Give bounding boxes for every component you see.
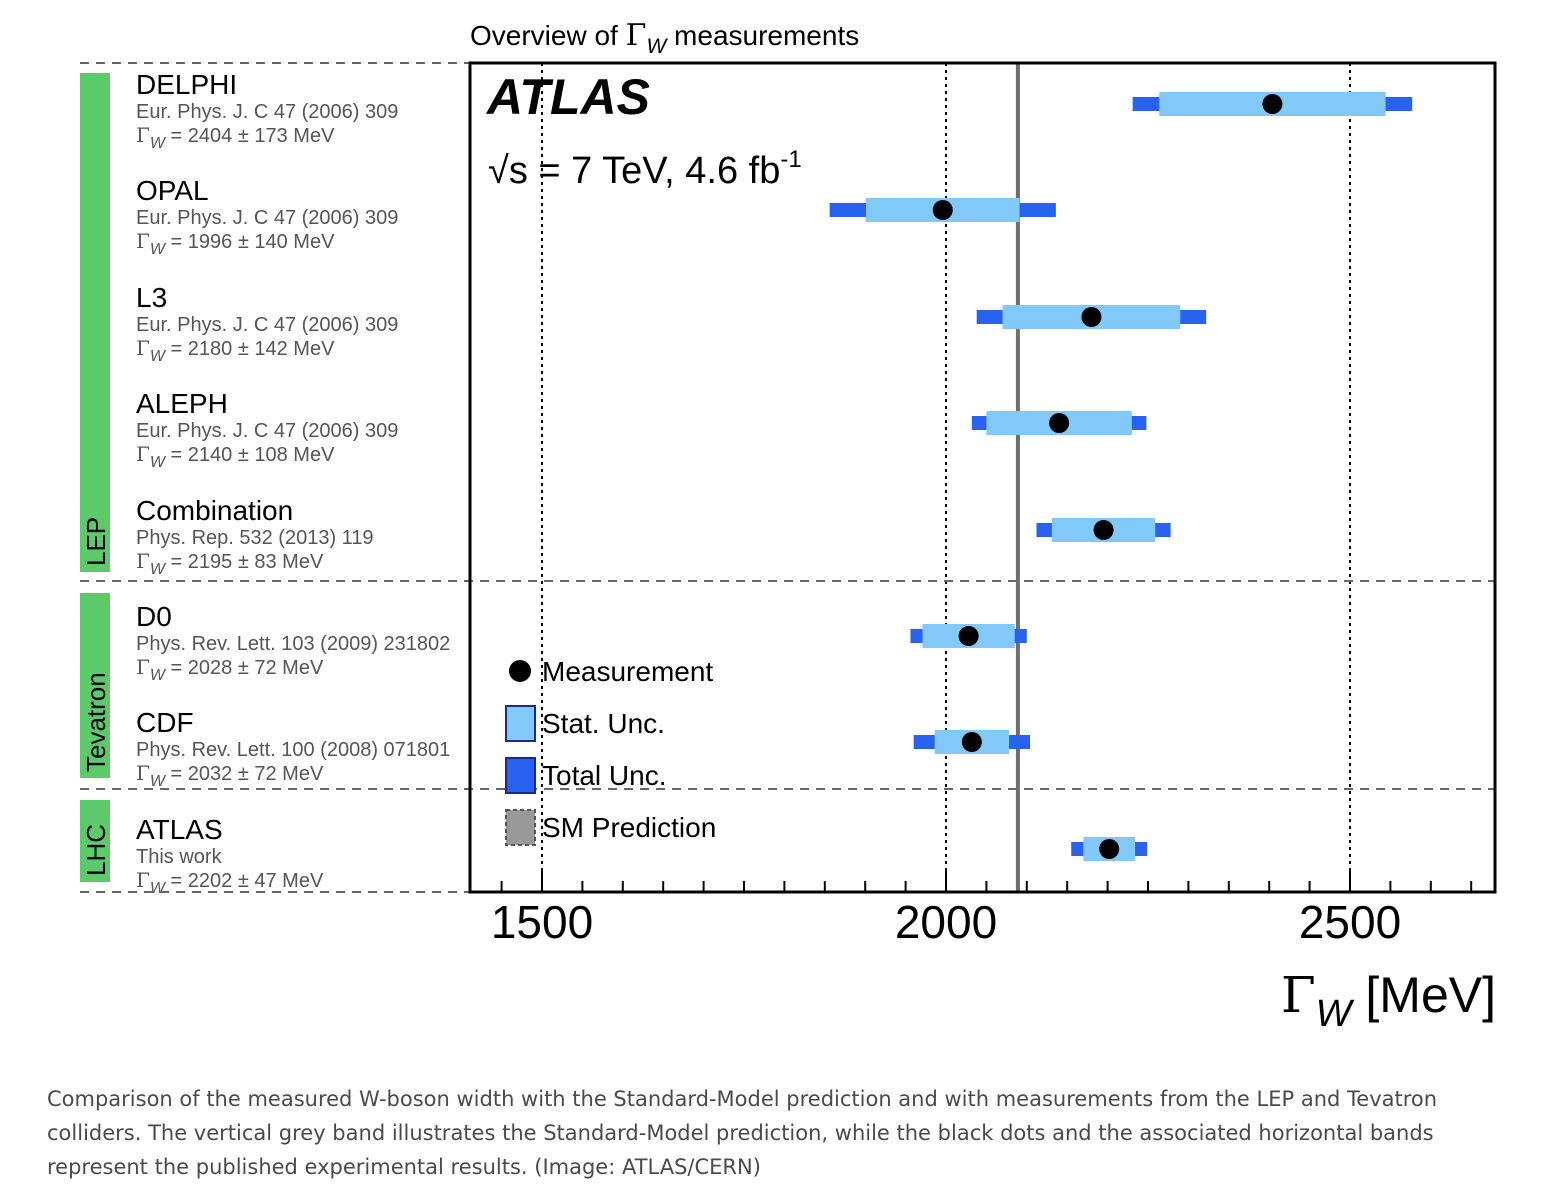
legend-label: SM Prediction <box>542 812 716 843</box>
x-tick-label: 2500 <box>1299 896 1401 948</box>
experiment-name: ATLAS <box>136 814 223 845</box>
plot-area <box>80 61 1497 894</box>
group-label-lhc: LHC <box>81 824 111 876</box>
experiment-name: DELPHI <box>136 69 237 100</box>
legend-marker-icon <box>509 660 531 682</box>
reference-text: Phys. Rev. Lett. 103 (2009) 231802 <box>136 633 450 655</box>
x-tick-label: 1500 <box>491 896 593 948</box>
experiment-name: CDF <box>136 707 194 738</box>
x-axis-label: ΓW [MeV] <box>1281 966 1496 1035</box>
reference-text: Phys. Rep. 532 (2013) 119 <box>136 527 374 549</box>
group-bar-lep <box>80 73 110 572</box>
energy-label: √s = 7 TeV, 4.6 fb-1 <box>488 146 802 192</box>
experiment-name: L3 <box>136 282 167 313</box>
result-text: ΓW = 2028 ± 72 MeV <box>136 655 324 684</box>
measurement-point <box>932 200 953 220</box>
plot-frame <box>468 61 1497 894</box>
experiment-name: ALEPH <box>136 388 228 419</box>
reference-text: Phys. Rev. Lett. 100 (2008) 071801 <box>136 739 450 761</box>
reference-text: This work <box>136 846 223 868</box>
measurement-point <box>1099 839 1120 859</box>
experiment-label: ATLAS <box>485 69 650 125</box>
legend: Measurement Stat. Unc. Total Unc. SM Predic… <box>505 656 716 846</box>
measurement-point <box>961 732 982 752</box>
reference-text: Eur. Phys. J. C 47 (2006) 309 <box>136 101 398 123</box>
x-axis: 1500 2000 2500 <box>491 870 1473 948</box>
group-bar-lhc <box>80 800 110 882</box>
reference-text: Eur. Phys. J. C 47 (2006) 309 <box>136 420 398 442</box>
group-bar-tevatron <box>80 593 110 778</box>
legend-label: Total Unc. <box>542 760 667 791</box>
measurement-point <box>1049 413 1070 433</box>
measurement-point <box>1093 520 1114 540</box>
group-label-tevatron: Tevatron <box>81 672 111 772</box>
measurement-point <box>1081 307 1102 327</box>
x-tick-label: 2000 <box>895 896 997 948</box>
result-text: ΓW = 2140 ± 108 MeV <box>136 442 335 471</box>
result-text: ΓW = 2195 ± 83 MeV <box>136 549 324 578</box>
result-text: ΓW = 1996 ± 140 MeV <box>136 229 335 258</box>
chart-title: Overview of ΓW measurements <box>470 18 859 58</box>
measurement-point <box>958 626 979 646</box>
reference-text: Eur. Phys. J. C 47 (2006) 309 <box>136 314 398 336</box>
result-text: ΓW = 2180 ± 142 MeV <box>136 336 335 365</box>
legend-box-icon <box>505 809 536 846</box>
experiment-name: Combination <box>136 495 293 526</box>
legend-box-icon <box>505 757 536 794</box>
measurement-point <box>1262 94 1283 114</box>
measurement-marks <box>829 92 1413 861</box>
legend-box-icon <box>505 705 536 742</box>
legend-label: Measurement <box>542 656 713 687</box>
reference-text: Eur. Phys. J. C 47 (2006) 309 <box>136 207 398 229</box>
experiment-name: OPAL <box>136 175 209 206</box>
legend-label: Stat. Unc. <box>542 708 665 739</box>
result-text: ΓW = 2032 ± 72 MeV <box>136 761 324 790</box>
result-text: ΓW = 2404 ± 173 MeV <box>136 123 335 152</box>
group-label-lep: LEP <box>81 517 111 566</box>
experiment-name: D0 <box>136 601 172 632</box>
figure-caption: Comparison of the measured W-boson width… <box>47 1087 1438 1179</box>
